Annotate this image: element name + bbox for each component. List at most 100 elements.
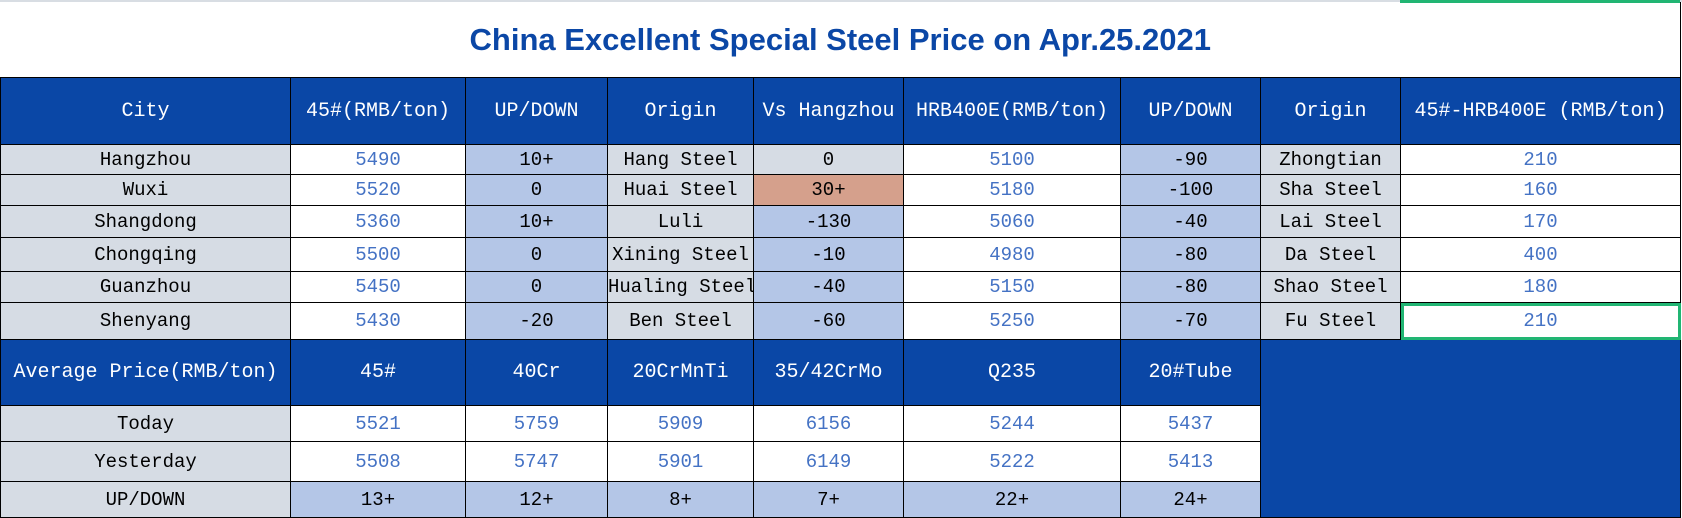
selection-indicator — [1400, 0, 1680, 3]
table-cell[interactable]: 5500 — [290, 237, 466, 272]
column-header[interactable]: 20CrMnTi — [607, 339, 754, 406]
table-cell[interactable]: Zhongtian — [1260, 144, 1401, 175]
table-cell[interactable]: -20 — [465, 302, 608, 340]
column-header[interactable]: UP/DOWN — [1120, 77, 1261, 145]
table-cell[interactable]: 10+ — [465, 144, 608, 175]
table-cell[interactable]: 5901 — [607, 441, 754, 482]
column-header[interactable]: Origin — [607, 77, 754, 145]
empty-area — [1259, 339, 1682, 518]
table-cell[interactable]: UP/DOWN — [0, 481, 291, 518]
table-cell[interactable]: -100 — [1120, 174, 1261, 206]
table-cell[interactable]: -90 — [1120, 144, 1261, 175]
table-cell[interactable]: 0 — [465, 237, 608, 272]
table-cell[interactable]: 170 — [1399, 205, 1682, 238]
table-cell[interactable]: -130 — [753, 205, 904, 238]
table-cell[interactable]: Shao Steel — [1260, 271, 1401, 303]
column-header[interactable]: Q235 — [903, 339, 1121, 406]
table-cell[interactable]: 5222 — [903, 441, 1121, 482]
table-cell[interactable]: Da Steel — [1260, 237, 1401, 272]
table-cell[interactable]: 12+ — [465, 481, 608, 518]
table-cell[interactable]: 8+ — [607, 481, 754, 518]
column-header[interactable]: Vs Hangzhou — [753, 77, 904, 145]
table-cell[interactable]: 5430 — [290, 302, 466, 340]
table-cell[interactable]: Chongqing — [0, 237, 291, 272]
table-cell[interactable]: 180 — [1399, 271, 1682, 303]
column-header[interactable]: 45#-HRB400E (RMB/ton) — [1399, 77, 1682, 145]
table-cell[interactable]: Shangdong — [0, 205, 291, 238]
table-cell[interactable]: Hualing Steel — [607, 271, 754, 303]
table-row: Shangdong 5360 10+ Luli -130 5060 -40 Lai Steel… — [0, 205, 1682, 238]
table-cell[interactable]: 5521 — [290, 405, 466, 442]
table-cell[interactable]: Lai Steel — [1260, 205, 1401, 238]
table-cell[interactable]: 6149 — [753, 441, 904, 482]
table-cell[interactable]: -80 — [1120, 271, 1261, 303]
table-cell[interactable]: -10 — [753, 237, 904, 272]
table-cell[interactable]: 5909 — [607, 405, 754, 442]
table-cell[interactable]: 24+ — [1120, 481, 1261, 518]
table-cell[interactable]: 210 — [1399, 144, 1682, 175]
page-title[interactable]: China Excellent Special Steel Price on A… — [0, 2, 1682, 78]
table-cell[interactable]: 6156 — [753, 405, 904, 442]
table-cell[interactable]: 5437 — [1120, 405, 1261, 442]
column-header[interactable]: 40Cr — [465, 339, 608, 406]
header-row: City 45#(RMB/ton) UP/DOWN Origin Vs Hangzhou… — [0, 77, 1682, 145]
table-cell[interactable]: 0 — [465, 271, 608, 303]
table-cell[interactable]: Sha Steel — [1260, 174, 1401, 206]
table-cell[interactable]: 10+ — [465, 205, 608, 238]
table-cell[interactable]: 7+ — [753, 481, 904, 518]
column-header[interactable]: 45# — [290, 339, 466, 406]
column-header[interactable]: 45#(RMB/ton) — [290, 77, 466, 145]
table-cell[interactable]: Huai Steel — [607, 174, 754, 206]
table-cell[interactable]: 0 — [465, 174, 608, 206]
table-cell[interactable]: 210 — [1399, 302, 1682, 340]
table-cell[interactable]: 5360 — [290, 205, 466, 238]
table-cell[interactable]: -60 — [753, 302, 904, 340]
table-cell[interactable]: 5508 — [290, 441, 466, 482]
table-cell[interactable]: 5520 — [290, 174, 466, 206]
table-cell[interactable]: 22+ — [903, 481, 1121, 518]
table-cell[interactable]: 160 — [1399, 174, 1682, 206]
column-header[interactable]: 35/42CrMo — [753, 339, 904, 406]
table-cell[interactable]: 4980 — [903, 237, 1121, 272]
table-cell[interactable]: 5244 — [903, 405, 1121, 442]
table-cell[interactable]: 5759 — [465, 405, 608, 442]
table-cell[interactable]: Luli — [607, 205, 754, 238]
table-cell[interactable]: Xining Steel — [607, 237, 754, 272]
table-cell[interactable]: 5747 — [465, 441, 608, 482]
table-cell[interactable]: Hang Steel — [607, 144, 754, 175]
table-cell[interactable]: 0 — [753, 144, 904, 175]
table-row: Wuxi 5520 0 Huai Steel 30+ 5180 -100 Sha Steel 1… — [0, 174, 1682, 206]
table-cell[interactable]: Guanzhou — [0, 271, 291, 303]
table-cell[interactable]: -70 — [1120, 302, 1261, 340]
table-cell[interactable]: -40 — [1120, 205, 1261, 238]
table-cell[interactable]: -40 — [753, 271, 904, 303]
table-cell[interactable]: Ben Steel — [607, 302, 754, 340]
table-cell[interactable]: 5150 — [903, 271, 1121, 303]
column-header[interactable]: City — [0, 77, 291, 145]
column-header[interactable]: UP/DOWN — [465, 77, 608, 145]
table-cell[interactable]: 5490 — [290, 144, 466, 175]
column-header[interactable]: HRB400E(RMB/ton) — [903, 77, 1121, 145]
table-cell[interactable]: 5060 — [903, 205, 1121, 238]
table-row: Chongqing 5500 0 Xining Steel -10 4980 -80 Da S… — [0, 237, 1682, 272]
column-header[interactable]: Origin — [1260, 77, 1401, 145]
table-cell[interactable]: 5413 — [1120, 441, 1261, 482]
table-cell[interactable]: Wuxi — [0, 174, 291, 206]
column-header[interactable]: Average Price(RMB/ton) — [0, 339, 291, 406]
table-cell[interactable]: Today — [0, 405, 291, 442]
table-cell[interactable]: 5180 — [903, 174, 1121, 206]
table-cell[interactable]: Fu Steel — [1260, 302, 1401, 340]
table-cell[interactable]: -80 — [1120, 237, 1261, 272]
table-cell[interactable]: Shenyang — [0, 302, 291, 340]
table-cell[interactable]: Hangzhou — [0, 144, 291, 175]
table-cell[interactable]: 13+ — [290, 481, 466, 518]
column-header[interactable]: 20#Tube — [1120, 339, 1261, 406]
table-cell[interactable]: 30+ — [753, 174, 904, 206]
table-cell[interactable]: 5100 — [903, 144, 1121, 175]
table-cell[interactable]: 5450 — [290, 271, 466, 303]
table-cell[interactable]: 5250 — [903, 302, 1121, 340]
table-cell[interactable]: 400 — [1399, 237, 1682, 272]
average-header-row: Average Price(RMB/ton) 45# 40Cr 20CrMnTi 35/… — [0, 339, 1682, 518]
table-cell[interactable]: Yesterday — [0, 441, 291, 482]
